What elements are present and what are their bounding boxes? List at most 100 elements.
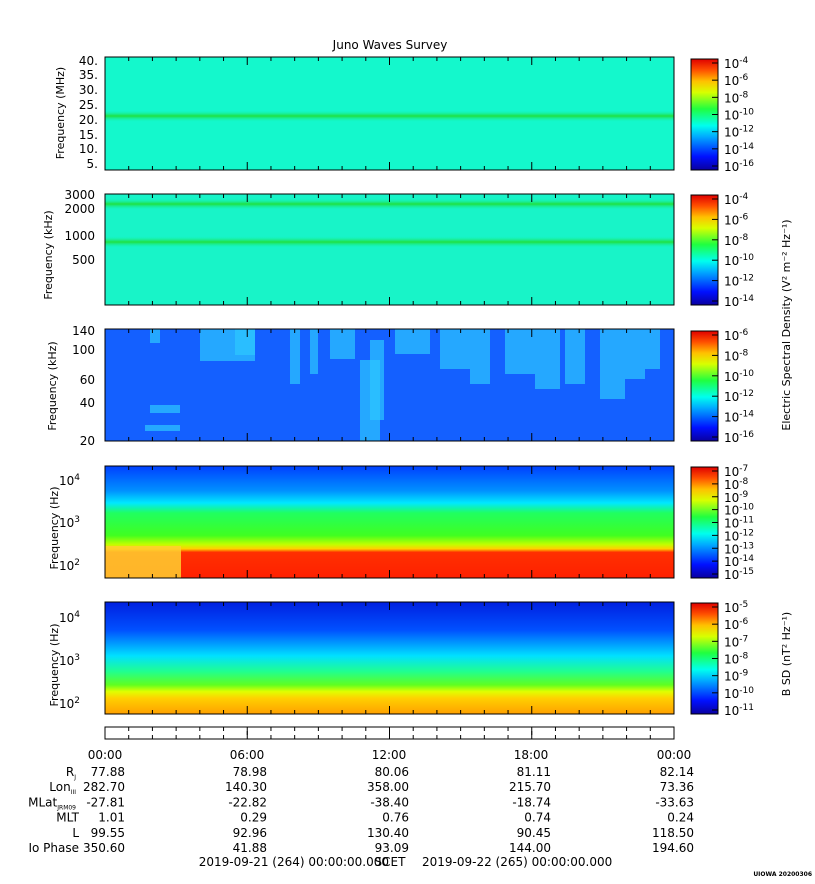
p4-ytick-1e4: 104 [59, 473, 80, 488]
ephemeris-value: 99.55 [91, 826, 125, 840]
p3-ytick: 40 [80, 396, 95, 410]
ephemeris-value: 80.06 [375, 765, 409, 779]
ephemeris-row-label: MLatJRM09 [28, 795, 76, 811]
ephemeris-value: 73.36 [660, 780, 694, 794]
p4-ylabel: Frequency (Hz) [48, 487, 61, 570]
p2-ytick: 500 [72, 253, 95, 267]
emission-streak [440, 329, 470, 369]
colorbar-tick-label: 10-4 [724, 56, 749, 71]
panel-5-background [105, 602, 674, 714]
colorbar-gradient [690, 330, 719, 442]
panel-1: 40. 35. 30. 25. 20. 15. 10. 5. Frequency… [54, 54, 675, 171]
colorbars: 10-4 10-6 10-8 10-10 10-12 10-14 10-16 10-4 10-6… [690, 56, 754, 718]
ephemeris-value: -33.63 [655, 795, 694, 809]
colorbar-tick-label: 10-16 [724, 159, 754, 174]
colorbar-tick-label: 10-7 [724, 634, 748, 649]
panel-5-yaxis: 104 103 102 Frequency (Hz) [48, 610, 80, 711]
footer-stamp: UIOWA 20200306 [753, 871, 812, 878]
emission-streak [150, 405, 180, 413]
panel-2: 3000 2000 1000 500 Frequency (kHz) [42, 188, 675, 306]
panel-5: 104 103 102 Frequency (Hz) [48, 601, 675, 715]
colorbar-tick-label: 10-10 [724, 369, 754, 384]
ephemeris-value: 93.09 [375, 841, 409, 855]
emission-streak [600, 329, 625, 399]
ephemeris-value: 0.24 [667, 811, 694, 825]
emission-streak [625, 329, 645, 379]
p1-ytick: 40. [79, 54, 98, 68]
panel-4-background [105, 466, 674, 578]
colorbar-tick-label: 10-12 [724, 125, 754, 140]
panel-3-emission-streaks [145, 329, 660, 441]
panel-1-yaxis: 40. 35. 30. 25. 20. 15. 10. 5. Frequency… [54, 54, 98, 171]
x-ticks [104, 466, 675, 578]
figure-title: Juno Waves Survey [332, 38, 448, 52]
colorbar-gradient [690, 602, 719, 715]
p5-ytick-1e4: 104 [59, 610, 80, 625]
colorbar-tick-label: 10-6 [724, 212, 749, 227]
colorbar-tick-label: 10-11 [724, 703, 754, 718]
ephemeris-value: 82.14 [660, 765, 694, 779]
ephemeris-value: 90.45 [517, 826, 551, 840]
date-start: 2019-09-21 (264) 00:00:00.000 [199, 855, 389, 869]
p3-ytick: 20 [80, 434, 95, 448]
x-ticks [104, 602, 675, 714]
ephemeris-value: 215.70 [509, 780, 551, 794]
emission-streak [330, 329, 355, 359]
colorbar-4: 10-710-810-910-1010-1110-1210-1310-1410-… [690, 464, 754, 582]
emission-streak [505, 329, 535, 374]
p1-ytick: 25. [79, 98, 98, 112]
colorbar-tick-label: 10-8 [724, 348, 749, 363]
ephemeris-value: 358.00 [367, 780, 409, 794]
p2-ytick: 2000 [64, 202, 95, 216]
p3-ytick: 100 [72, 343, 95, 357]
ephemeris-value: 0.76 [382, 811, 409, 825]
colorbar-tick-label: 10-12 [724, 389, 754, 404]
ephemeris-value: 140.30 [225, 780, 267, 794]
colorbar-tick-label: 10-8 [724, 652, 749, 667]
ephemeris-value: -18.74 [512, 795, 551, 809]
panel-2-background [105, 194, 674, 305]
emission-streak [145, 425, 180, 431]
p4-ytick-1e3: 103 [59, 515, 80, 530]
p3-ytick: 140 [72, 324, 95, 338]
colorbar-1: 10-4 10-6 10-8 10-10 10-12 10-14 10-16 [690, 56, 754, 174]
scet-label: SCET [375, 855, 407, 869]
ephemeris-value: 118.50 [652, 826, 694, 840]
p1-ytick: 30. [79, 83, 98, 97]
panel-3-yaxis: 140 100 60 40 20 80 Frequency (kHz) [46, 324, 95, 448]
panel-4-yaxis: 104 103 102 Frequency (Hz) [48, 473, 80, 573]
colorbar-5: 10-5 10-6 10-7 10-8 10-9 10-10 10-11 [690, 600, 754, 718]
colorbar-gradient [690, 194, 719, 306]
x-ticks [104, 194, 675, 305]
colorbar-tick-label: 10-10 [724, 686, 754, 701]
emission-streak [535, 329, 560, 389]
ephemeris-value: 1.01 [98, 811, 125, 825]
emission-streak [370, 340, 384, 420]
p1-ytick: 10. [79, 142, 98, 156]
emission-streak [565, 329, 585, 384]
emission-streak [645, 329, 660, 369]
ephemeris-value: 194.60 [652, 841, 694, 855]
ephemeris-table: 00:00 06:00 12:00 18:00 00:00 RJ 77.88 78.98 80.… [28, 748, 694, 855]
colorbar-tick-label: 10-10 [724, 253, 754, 268]
emission-streak [395, 329, 430, 354]
panel-1-band [105, 110, 674, 122]
ephemeris-value: 130.40 [367, 826, 409, 840]
electric-colorbar-title: Electric Spectral Density (V² m⁻² Hz⁻¹) [780, 219, 793, 430]
colorbar-tick-label: 10-14 [724, 294, 754, 309]
p5-ylabel: Frequency (Hz) [48, 624, 61, 707]
p5-ytick-1e3: 103 [59, 653, 80, 668]
ephemeris-value: 41.88 [233, 841, 267, 855]
time-tick-label: 18:00 [514, 748, 549, 762]
p2-ytick: 1000 [64, 229, 95, 243]
p1-ytick: 15. [79, 128, 98, 142]
ephemeris-value: 0.29 [240, 811, 267, 825]
p3-ylabel: Frequency (kHz) [46, 341, 59, 430]
x-ticks [104, 57, 675, 170]
colorbar-tick-label: 10-14 [724, 410, 754, 425]
colorbar-tick-label: 10-10 [724, 108, 754, 123]
p1-ytick: 20. [79, 113, 98, 127]
panel-4-yellow-patch [105, 546, 181, 578]
ephemeris-row-label: Io Phase [28, 841, 79, 855]
